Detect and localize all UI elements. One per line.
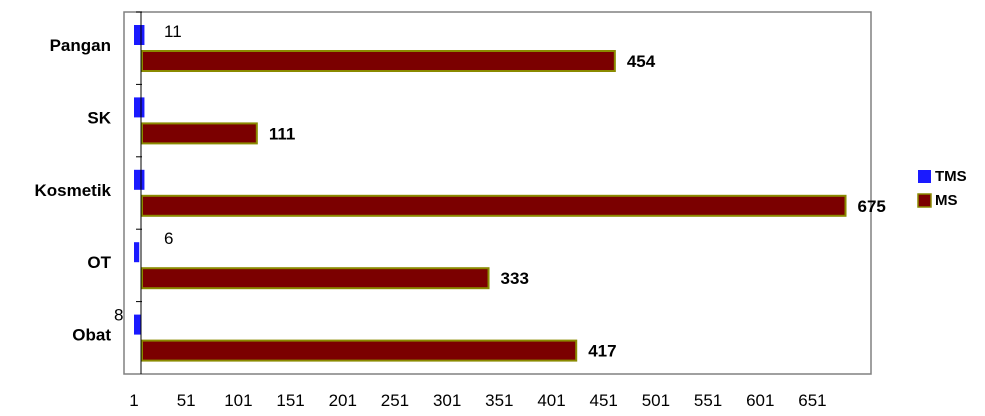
x-tick-label: 201 <box>329 391 357 410</box>
tms-bar-kosmetik <box>134 169 145 190</box>
ms-value-label-sk: 111 <box>269 124 296 143</box>
category-label-obat: Obat <box>72 326 111 345</box>
legend-label-ms: MS <box>935 192 958 209</box>
tms-bar-obat <box>134 314 142 335</box>
x-tick-label: 551 <box>694 391 722 410</box>
x-tick-label: 351 <box>485 391 513 410</box>
x-tick-label: 301 <box>433 391 461 410</box>
x-tick-label: 601 <box>746 391 774 410</box>
ms-value-label-ot: 333 <box>501 269 529 288</box>
tms-bar-sk <box>134 97 145 118</box>
ms-value-label-obat: 417 <box>588 342 616 361</box>
plot-frame <box>123 11 872 375</box>
x-tick-label: 401 <box>537 391 565 410</box>
legend-label-tms: TMS <box>935 168 967 185</box>
x-tick-label: 1 <box>129 391 138 410</box>
ms-bar-sk <box>141 122 258 145</box>
x-tick-label: 451 <box>590 391 618 410</box>
legend-swatch-ms <box>917 193 932 208</box>
tms-value-label-ot: 6 <box>164 229 173 248</box>
category-label-ot: OT <box>87 253 111 272</box>
ms-value-label-pangan: 454 <box>627 52 656 71</box>
tms-bar-pangan <box>134 25 145 45</box>
ms-value-label-kosmetik: 675 <box>858 197 886 216</box>
ms-bar-ot <box>141 267 490 290</box>
tms-value-label-obat: 8 <box>114 306 123 325</box>
category-label-pangan: Pangan <box>50 36 111 55</box>
x-tick-label: 51 <box>177 391 196 410</box>
category-label-sk: SK <box>87 108 111 127</box>
x-tick-label: 501 <box>642 391 670 410</box>
legend: TMS MS <box>917 168 967 209</box>
x-tick-label: 651 <box>798 391 826 410</box>
category-label-kosmetik: Kosmetik <box>34 181 111 200</box>
ms-bar-obat <box>141 339 578 362</box>
tms-bar-ot <box>134 242 140 263</box>
tms-value-label-pangan: 11 <box>164 22 182 41</box>
x-tick-label: 151 <box>276 391 304 410</box>
ms-bar-pangan <box>141 50 616 72</box>
x-tick-label: 251 <box>381 391 409 410</box>
x-tick-label: 101 <box>224 391 252 410</box>
legend-swatch-tms <box>918 170 931 183</box>
ms-bar-kosmetik <box>141 194 847 217</box>
